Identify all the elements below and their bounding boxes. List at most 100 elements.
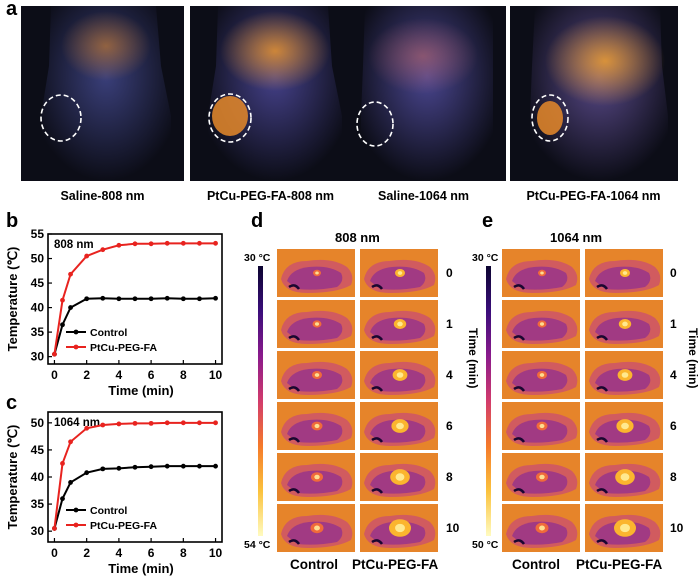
- y-tick-label: 35: [31, 497, 45, 511]
- panel-d-title: 808 nm: [335, 230, 380, 245]
- x-tick-label: 6: [148, 546, 155, 560]
- data-point: [84, 253, 90, 259]
- data-point: [52, 351, 57, 357]
- panel-e-time-axis-wrap: Time (min): [648, 328, 700, 388]
- y-tick-label: 55: [31, 227, 45, 241]
- data-point: [100, 247, 106, 253]
- x-tick-label: 0: [51, 546, 58, 560]
- legend-label: Control: [90, 505, 127, 517]
- mouse-thermal-graphic: [277, 402, 355, 450]
- data-point: [60, 496, 65, 502]
- thermal-tile-ptcu: [360, 453, 438, 501]
- mouse-thermal-graphic: [585, 351, 663, 399]
- y-tick-label: 30: [31, 524, 45, 538]
- mouse-thermal-graphic: [502, 453, 580, 501]
- mouse-thermal-graphic: [502, 504, 580, 552]
- mouse-thermal-graphic: [585, 453, 663, 501]
- mouse-thermal-graphic: [585, 402, 663, 450]
- pa-caption-saline-808: Saline-808 nm: [60, 189, 145, 203]
- data-point: [213, 420, 218, 426]
- chart-b-808: 0 2 4 6 8 10 30 35 40 45 50 55 Time (min) Temperature…: [5, 227, 223, 398]
- thermal-tile-control: [502, 351, 580, 399]
- data-point: [116, 296, 122, 302]
- pa-image-saline-1064: [343, 6, 506, 181]
- time-label: 10: [446, 521, 460, 535]
- thermal-tile-control: [277, 504, 355, 552]
- mouse-thermal-graphic: [585, 249, 663, 297]
- x-tick-label: 10: [209, 546, 223, 560]
- thermal-tile-control: [502, 249, 580, 297]
- x-tick-label: 4: [116, 368, 123, 382]
- panel-c-label: c: [6, 392, 18, 414]
- data-point: [213, 240, 218, 246]
- data-point: [60, 297, 65, 303]
- data-point: [116, 421, 122, 427]
- mouse-thermal-graphic: [360, 249, 438, 297]
- time-label: 4: [446, 368, 453, 382]
- panel-e-time-axis: Time (min): [686, 328, 700, 389]
- panel-e-colorbar: [486, 266, 491, 536]
- data-point: [164, 463, 170, 469]
- data-point: [68, 480, 73, 485]
- panel-e-scale-bottom: 50 °C: [472, 539, 499, 551]
- panel-e-scale-top: 30 °C: [472, 252, 499, 264]
- panel-e-label: e: [482, 210, 494, 232]
- data-point: [148, 420, 154, 426]
- thermal-tile-control: [277, 453, 355, 501]
- mouse-thermal-graphic: [360, 402, 438, 450]
- thermal-tile-ptcu: [360, 351, 438, 399]
- series-line-1: [53, 421, 216, 529]
- legend-marker: [73, 329, 79, 335]
- thermal-tile-control: [277, 351, 355, 399]
- thermal-tile-ptcu: [585, 453, 663, 501]
- plot-frame: [47, 233, 223, 365]
- data-point: [100, 422, 106, 428]
- data-point: [164, 240, 170, 246]
- pa-image-graphic: [190, 6, 353, 181]
- mouse-thermal-graphic: [360, 453, 438, 501]
- mouse-thermal-graphic: [277, 453, 355, 501]
- time-label: 4: [670, 368, 677, 382]
- thermal-tile-control: [277, 300, 355, 348]
- y-tick-label: 50: [31, 252, 45, 266]
- y-axis-label: Temperature (℃): [5, 247, 20, 352]
- y-tick-label: 45: [31, 276, 45, 290]
- mouse-thermal-graphic: [585, 504, 663, 552]
- data-point: [148, 241, 154, 247]
- data-point: [132, 296, 138, 302]
- thermal-tile-ptcu: [585, 351, 663, 399]
- thermal-tile-ptcu: [585, 402, 663, 450]
- data-point: [213, 295, 218, 301]
- y-axis-label: Temperature (℃): [5, 425, 20, 530]
- time-label: 6: [670, 419, 677, 433]
- x-tick-label: 8: [180, 368, 187, 382]
- data-point: [164, 420, 170, 426]
- data-point: [180, 296, 186, 302]
- mouse-thermal-graphic: [360, 300, 438, 348]
- data-point: [180, 463, 186, 469]
- mouse-thermal-graphic: [360, 351, 438, 399]
- panel-d-colorbar: [258, 266, 263, 536]
- mouse-thermal-graphic: [277, 249, 355, 297]
- data-point: [100, 466, 106, 472]
- series-line-0: [53, 297, 216, 355]
- legend-marker: [73, 522, 79, 528]
- thermal-tile-control: [502, 300, 580, 348]
- mouse-thermal-graphic: [585, 300, 663, 348]
- y-tick-label: 50: [31, 416, 45, 430]
- mouse-thermal-graphic: [502, 402, 580, 450]
- x-axis-label: Time (min): [108, 383, 174, 398]
- pa-image-saline-808: [21, 6, 184, 181]
- panel-d-time-labels: 0 1 4 6 8 10: [442, 249, 462, 555]
- panel-d-label: d: [251, 210, 264, 232]
- panel-d-scale-bottom: 54 °C: [244, 539, 271, 551]
- panel-d-col-ptcu: PtCu-PEG-FA: [352, 557, 439, 572]
- time-label: 0: [446, 266, 453, 280]
- thermal-tile-ptcu: [360, 402, 438, 450]
- pa-image-ptcu-1064: [510, 6, 678, 181]
- thermal-tile-ptcu: [585, 504, 663, 552]
- panel-e-time-labels: 0 1 4 6 8 10: [666, 249, 686, 555]
- mouse-thermal-graphic: [277, 300, 355, 348]
- panel-e-thermal-grid: [502, 249, 664, 555]
- x-tick-label: 8: [180, 546, 187, 560]
